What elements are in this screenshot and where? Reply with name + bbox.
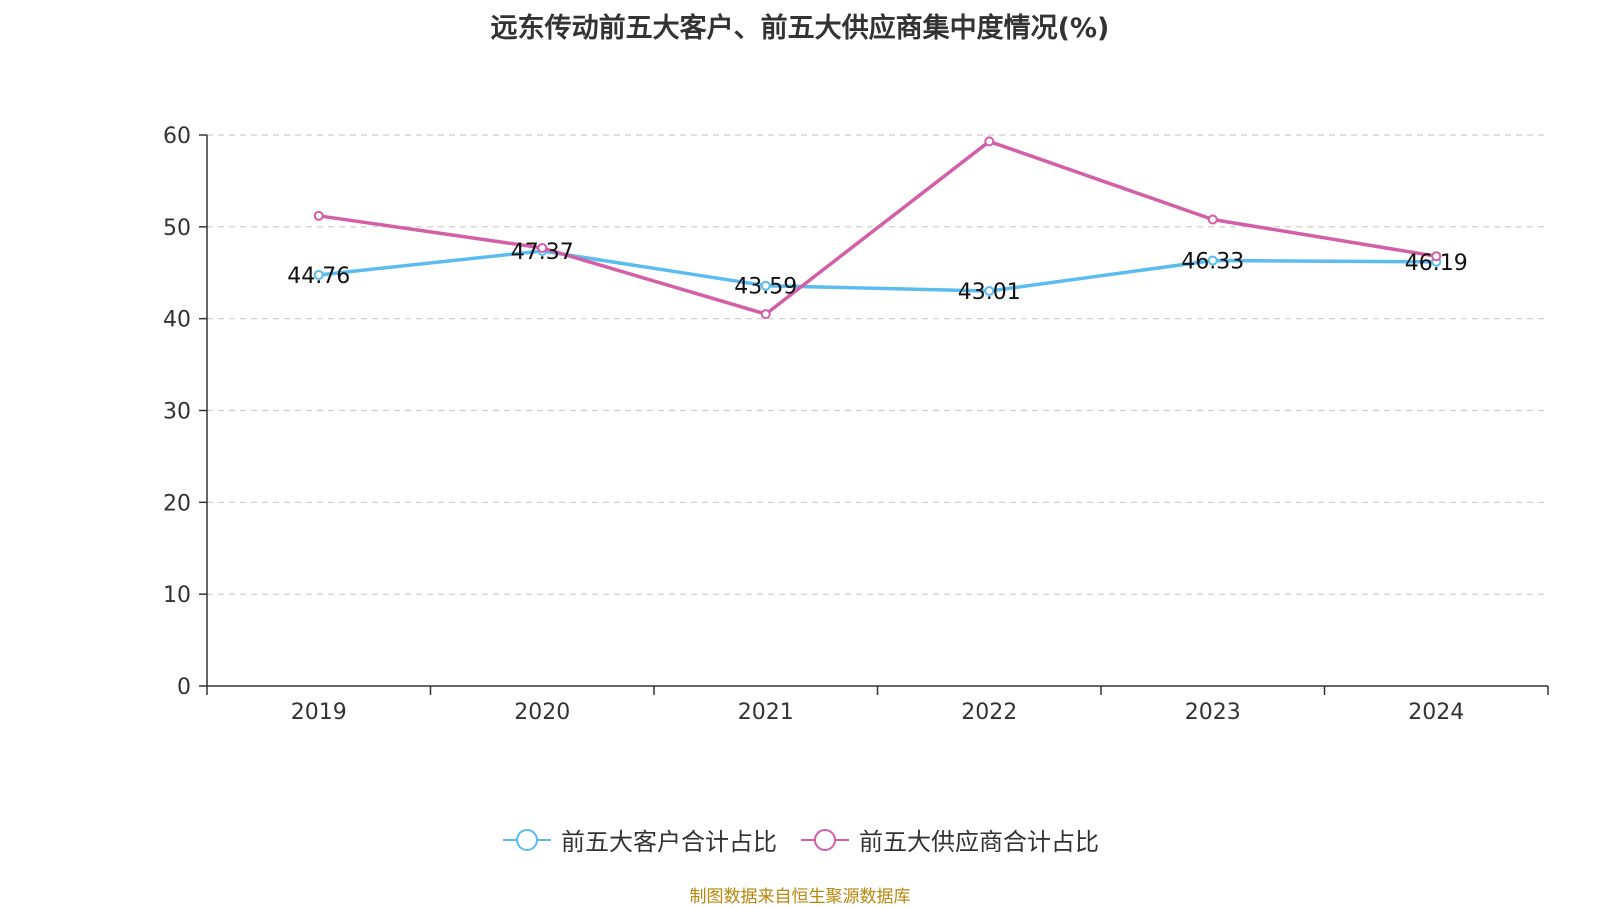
- x-tick-label-2019: 2019: [291, 700, 347, 725]
- y-tick-label: 0: [177, 675, 191, 700]
- x-tick-label-2022: 2022: [961, 700, 1017, 725]
- legend-item-customers[interactable]: 前五大客户合计占比: [501, 822, 777, 857]
- series-1-point-2019: [313, 210, 324, 221]
- legend: 前五大客户合计占比 前五大供应商合计占比: [0, 822, 1600, 857]
- series-1-point-2021: [760, 309, 771, 320]
- series-1-point-2023: [1207, 214, 1218, 225]
- series-1-point-2020: [537, 242, 548, 253]
- legend-item-suppliers[interactable]: 前五大供应商合计占比: [799, 822, 1099, 857]
- x-tick-label-2020: 2020: [514, 700, 570, 725]
- data-label-2024: 46.19: [1405, 251, 1468, 276]
- y-tick-label: 30: [163, 400, 191, 425]
- series-1-point-2024: [1431, 251, 1442, 262]
- y-tick-label: 10: [163, 583, 191, 608]
- series-0-point-2021: [760, 280, 771, 291]
- source-note: 制图数据来自恒生聚源数据库: [689, 887, 911, 907]
- y-tick-label: 40: [163, 308, 191, 333]
- x-tick-label-2023: 2023: [1185, 700, 1241, 725]
- series-line-0: [318, 249, 1437, 293]
- legend-marker-customers-icon: [503, 828, 551, 851]
- series-lines: [313, 136, 1442, 320]
- series-0-point-2019: [313, 269, 324, 280]
- series-0-point-2023: [1207, 255, 1218, 266]
- y-tick-label: 60: [163, 124, 191, 149]
- data-label-2019: 44.76: [287, 264, 350, 289]
- series-0-point-2022: [984, 286, 995, 297]
- y-tick-label: 50: [163, 216, 191, 241]
- x-tick-label-2024: 2024: [1408, 700, 1464, 725]
- series-1-point-2022: [984, 136, 995, 147]
- data-label-2020: 47.37: [511, 240, 574, 265]
- y-tick-label: 20: [163, 491, 191, 516]
- x-tick-label-2021: 2021: [738, 700, 794, 725]
- series-line-1: [318, 139, 1437, 316]
- legend-marker-suppliers-icon: [801, 828, 849, 851]
- legend-label-customers: 前五大客户合计占比: [561, 828, 777, 856]
- legend-label-suppliers: 前五大供应商合计占比: [859, 828, 1099, 856]
- data-label-2022: 43.01: [958, 280, 1021, 305]
- data-label-2021: 43.59: [734, 275, 797, 300]
- data-label-2023: 46.33: [1181, 250, 1244, 275]
- grid-lines: [207, 134, 1548, 595]
- chart-title: 远东传动前五大客户、前五大供应商集中度情况(%): [490, 13, 1110, 44]
- axes: 0 10 20 30 40 50 60 2019 2020 2021 2022 2023 2024: [163, 124, 1549, 725]
- data-labels: 44.76 47.37 43.59 43.01 46.33 46.19: [287, 240, 1467, 305]
